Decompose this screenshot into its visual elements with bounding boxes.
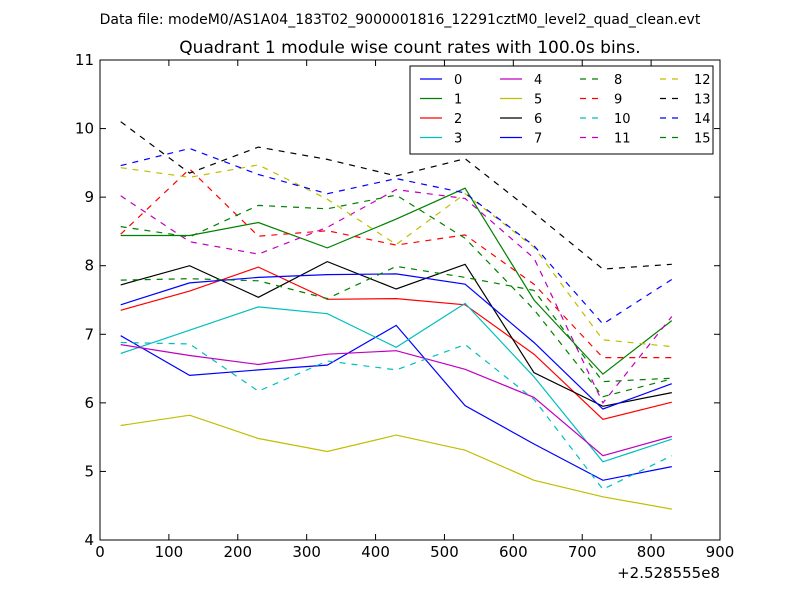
legend-label-13: 13	[694, 93, 711, 108]
legend-label-0: 0	[454, 73, 462, 88]
y-tick-label: 6	[84, 394, 94, 412]
x-tick-label: 700	[568, 543, 597, 561]
series-line-15	[120, 194, 672, 398]
y-tick-label: 9	[84, 188, 94, 206]
x-tick-label: 900	[706, 543, 735, 561]
y-tick-label: 5	[84, 462, 94, 480]
y-tick-label: 4	[84, 531, 94, 549]
y-tick-label: 7	[84, 325, 94, 343]
series-line-2	[120, 266, 672, 420]
series-line-3	[120, 302, 672, 463]
x-offset-label: +2.528555e8	[617, 564, 720, 582]
legend-label-4: 4	[534, 73, 542, 88]
legend-label-3: 3	[454, 132, 462, 147]
legend-label-5: 5	[534, 93, 542, 108]
x-tick-label: 200	[223, 543, 252, 561]
series-line-13	[120, 121, 672, 270]
legend-label-14: 14	[694, 112, 711, 127]
legend-label-9: 9	[614, 93, 622, 108]
chart-title: Quadrant 1 module wise count rates with …	[179, 38, 640, 58]
series-line-7	[120, 273, 673, 410]
series-line-1	[120, 187, 673, 375]
series-line-11	[120, 188, 673, 405]
y-tick-label: 11	[75, 51, 94, 69]
legend-label-11: 11	[614, 132, 631, 147]
axes-frame	[99, 59, 721, 541]
legend-label-12: 12	[694, 73, 711, 88]
x-tick-label: 300	[292, 543, 321, 561]
x-tick-label: 800	[637, 543, 666, 561]
series-line-9	[120, 168, 672, 359]
legend-label-2: 2	[454, 112, 462, 127]
series-line-10	[120, 341, 673, 491]
y-tick-label: 10	[75, 120, 94, 138]
plot-area: 0 100 200 300 400 500 600 700 800 900456789101101…	[75, 51, 734, 561]
series-line-6	[120, 260, 672, 407]
series-line-14	[120, 147, 673, 325]
x-tick-label: 500	[430, 543, 459, 561]
x-tick-label: 400	[361, 543, 390, 561]
legend-label-7: 7	[534, 132, 542, 147]
legend-label-8: 8	[614, 73, 622, 88]
legend-label-1: 1	[454, 93, 462, 108]
series-line-8	[120, 265, 672, 383]
y-tick-label: 8	[84, 257, 94, 275]
legend-label-6: 6	[534, 112, 542, 127]
legend-label-15: 15	[694, 132, 711, 147]
legend-label-10: 10	[614, 112, 631, 127]
series-line-5	[120, 414, 672, 510]
x-tick-label: 100	[155, 543, 184, 561]
series-line-4	[120, 344, 672, 457]
x-tick-label: 600	[499, 543, 528, 561]
x-tick-label: 0	[95, 543, 105, 561]
chart-suptitle: Data file: modeM0/AS1A04_183T02_90000018…	[100, 12, 701, 28]
legend-box	[409, 65, 714, 155]
series-line-0	[120, 324, 672, 481]
series-line-12	[120, 164, 672, 348]
